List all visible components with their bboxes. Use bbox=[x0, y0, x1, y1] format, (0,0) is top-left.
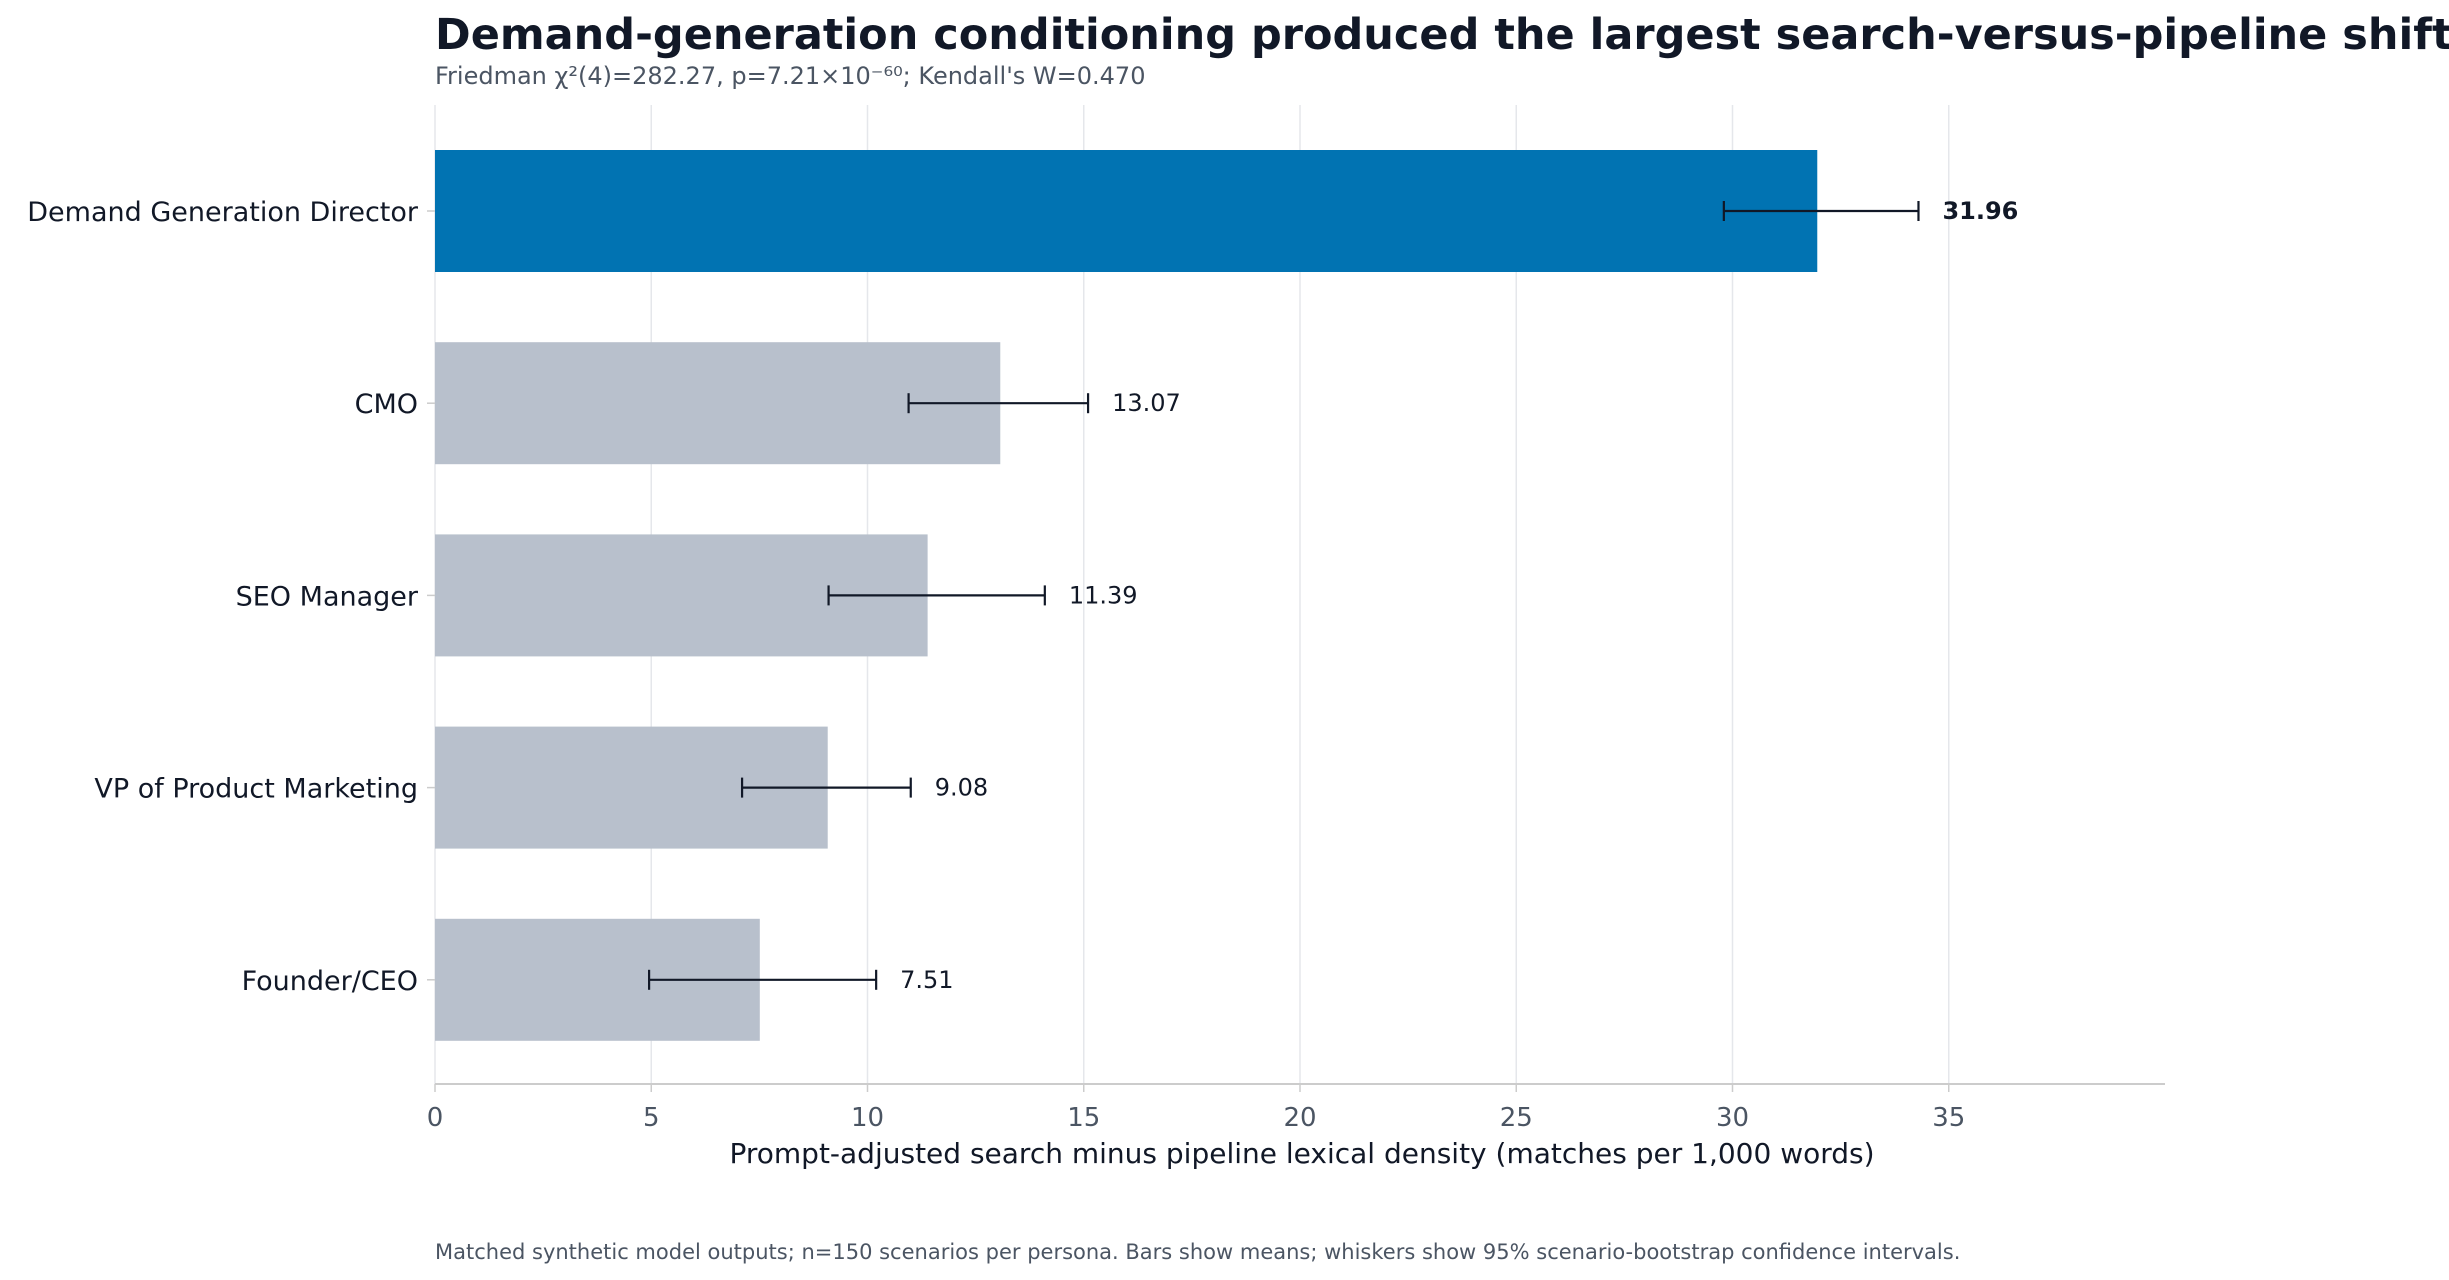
x-tick-label-30: 30 bbox=[1716, 1103, 1749, 1133]
chart-title: Demand-generation conditioning produced … bbox=[435, 10, 2449, 60]
category-label-3: VP of Product Marketing bbox=[94, 774, 418, 805]
x-tick-label-0: 0 bbox=[427, 1103, 444, 1133]
x-tick-label-35: 35 bbox=[1932, 1103, 1965, 1133]
x-tick-label-10: 10 bbox=[851, 1103, 884, 1133]
x-tick-label-20: 20 bbox=[1283, 1103, 1316, 1133]
value-label-0: 31.96 bbox=[1942, 197, 2018, 225]
x-tick-label-25: 25 bbox=[1500, 1103, 1533, 1133]
x-axis-label: Prompt-adjusted search minus pipeline le… bbox=[729, 1137, 1874, 1170]
category-label-4: Founder/CEO bbox=[242, 966, 418, 997]
value-label-3: 9.08 bbox=[935, 774, 988, 802]
bar-0 bbox=[435, 150, 1818, 272]
bar-1 bbox=[435, 342, 1001, 465]
bars bbox=[435, 150, 1818, 1041]
category-label-0: Demand Generation Director bbox=[27, 197, 419, 228]
category-label-1: CMO bbox=[355, 389, 418, 420]
error-bars bbox=[647, 201, 1920, 990]
value-label-1: 13.07 bbox=[1112, 389, 1181, 417]
labels: Demand Generation Director 31.96 CMO 13.07 S… bbox=[27, 197, 2018, 997]
value-label-2: 11.39 bbox=[1069, 581, 1138, 609]
chart-footnote: Matched synthetic model outputs; n=150 s… bbox=[435, 1240, 1961, 1264]
x-axis: 0 5 10 15 20 25 30 35 bbox=[427, 210, 2165, 1133]
value-label-4: 7.51 bbox=[900, 966, 953, 994]
chart-subtitle: Friedman χ²(4)=282.27, p=7.21×10⁻⁶⁰; Ken… bbox=[435, 62, 1146, 90]
x-tick-label-5: 5 bbox=[643, 1103, 660, 1133]
category-label-2: SEO Manager bbox=[236, 581, 419, 612]
x-tick-label-15: 15 bbox=[1067, 1103, 1100, 1133]
